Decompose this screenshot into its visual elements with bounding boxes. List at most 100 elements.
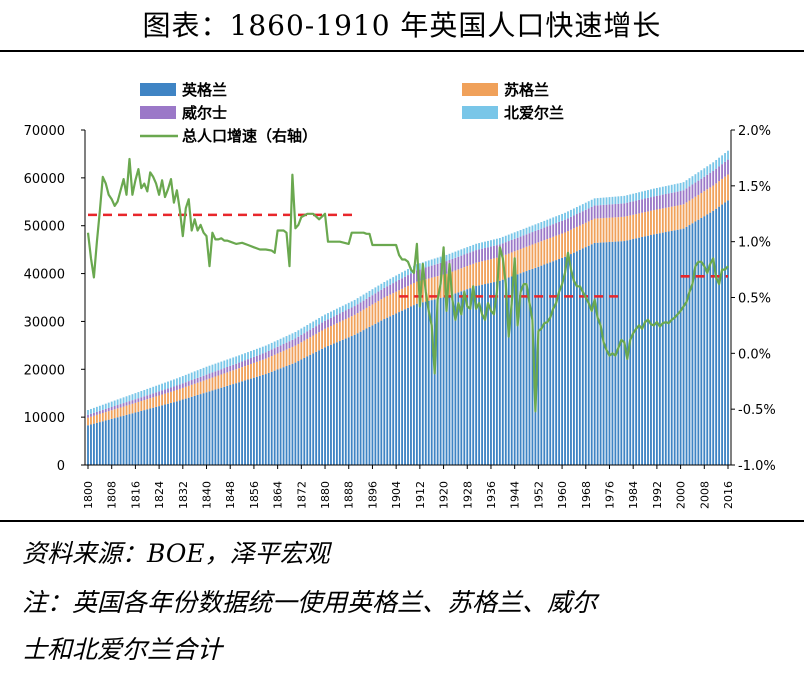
bar-segment-2-1994 [661,208,664,233]
bar-segment-1-1845 [220,387,223,465]
bar-segment-4-1867 [285,336,288,343]
bar-segment-3-1815 [131,400,134,404]
bar-segment-4-1967 [581,204,584,212]
bar-segment-2-1928 [466,266,469,290]
bar-segment-3-2004 [691,184,694,199]
bar-segment-2-1921 [445,273,448,297]
bar-segment-4-1887 [344,304,347,311]
bar-segment-2-1910 [413,283,415,306]
bar-segment-4-1891 [356,298,359,305]
bar-segment-4-1975 [605,197,608,205]
bar-segment-4-1888 [347,302,350,310]
bar-segment-2-1931 [475,262,478,287]
bar-segment-1-2007 [700,217,703,465]
bar-segment-3-1868 [288,341,291,349]
bar-segment-2-1849 [232,370,235,385]
bar-segment-3-2003 [688,186,691,201]
bar-segment-1-1915 [427,300,430,465]
bar-segment-2-1938 [495,257,498,282]
bar-segment-4-1801 [90,408,92,414]
bar-segment-4-1859 [261,346,264,354]
y-left-tick-label: 10000 [24,411,65,426]
bar-segment-1-1818 [140,410,143,465]
bar-segment-3-1872 [300,334,303,343]
bar-segment-3-1848 [229,365,232,372]
bar-segment-4-1857 [255,348,258,356]
bar-segment-4-1963 [570,209,572,217]
bar-segment-4-1840 [205,366,208,375]
bar-segment-3-1972 [596,205,599,219]
bar-segment-4-1998 [673,184,676,193]
bar-segment-2-2005 [694,196,697,222]
bar-segment-2-1846 [223,373,226,387]
bar-segment-3-1929 [469,252,472,265]
bar-segment-4-1951 [534,224,537,231]
bar-segment-3-1839 [202,375,205,381]
bar-segment-2-1806 [104,412,107,421]
bar-segment-2-1971 [593,218,596,243]
bar-segment-2-1858 [258,360,261,376]
bar-segment-1-1837 [196,394,199,465]
bar-segment-4-1961 [564,212,566,220]
bar-segment-3-1900 [383,287,386,298]
bar-segment-3-1852 [241,361,243,368]
bar-segment-4-2010 [709,164,712,173]
x-tick-label: 1816 [129,481,142,509]
bar-segment-3-2015 [724,161,726,177]
bar-segment-3-1889 [350,307,353,317]
y-right-tick-label: 2.0% [738,124,771,139]
bar-segment-3-1973 [599,205,602,219]
bar-segment-4-1805 [101,404,104,410]
bar-segment-3-1964 [573,215,575,229]
bar-segment-1-1918 [436,298,439,465]
bar-segment-1-1947 [522,272,525,465]
bar-segment-3-1884 [335,314,338,324]
bar-segment-3-1907 [404,276,406,288]
bar-segment-3-1985 [635,200,638,215]
bar-segment-4-1957 [552,217,555,225]
bar-segment-4-2012 [715,159,718,169]
bar-segment-3-1885 [338,313,341,322]
bar-segment-2-1829 [173,390,175,403]
bar-segment-3-2011 [712,170,715,186]
bar-segment-1-1965 [575,251,578,465]
bar-segment-4-1964 [573,208,575,216]
bar-segment-2-1916 [430,277,433,301]
bar-segment-3-2016 [727,159,729,175]
bar-segment-3-1870 [294,338,297,346]
x-tick-label: 1976 [603,481,616,509]
bar-segment-4-1915 [427,260,430,267]
bar-segment-2-1886 [341,320,344,340]
bar-segment-4-1814 [128,395,131,402]
bar-segment-3-1838 [199,376,202,382]
bar-segment-3-1804 [98,410,101,414]
bar-segment-4-2001 [682,182,685,191]
bar-segment-3-2001 [682,190,685,205]
bar-segment-3-1990 [650,197,652,211]
bar-segment-4-1983 [629,194,632,202]
bar-segment-4-1935 [487,240,489,248]
bar-segment-1-1859 [261,374,264,465]
bar-segment-4-1939 [498,238,501,245]
bar-segment-1-1815 [131,413,134,465]
bar-segment-4-1994 [661,186,664,195]
x-tick-label: 2008 [698,481,711,509]
bar-segment-1-1860 [264,374,267,465]
bar-segment-4-1912 [418,263,421,270]
x-tick-label: 1800 [82,481,95,509]
bar-segment-3-1988 [644,198,646,213]
bar-segment-2-1873 [303,340,306,358]
bar-segment-3-1886 [341,311,344,321]
bar-segment-1-1921 [445,296,448,465]
bar-segment-3-1876 [312,327,315,336]
bar-segment-1-2002 [685,226,688,465]
bar-segment-2-1883 [333,324,335,344]
bar-segment-3-1963 [570,216,572,230]
bar-segment-3-1888 [347,309,350,318]
bar-segment-2-1936 [490,259,492,283]
bottom-rule [0,520,804,522]
bar-segment-2-1881 [327,327,329,347]
bar-segment-2-1959 [558,234,561,260]
bar-segment-3-1949 [528,233,531,246]
bar-segment-1-1810 [116,417,119,465]
